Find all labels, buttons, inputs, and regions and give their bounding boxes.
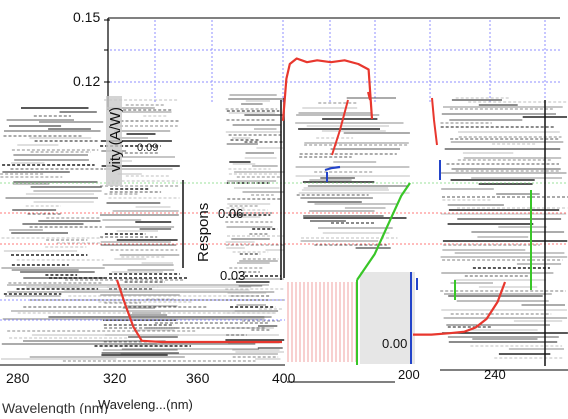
y-axis-label-fragment-left: vity (A/W) (107, 107, 124, 172)
x-axis-label-fragment-left: Wavelength (nm) (2, 400, 108, 414)
x-tick-label-360: 360 (186, 370, 210, 386)
series-line-4 (324, 165, 341, 172)
x-axis-label-fragment-mid: Waveleng...(nm) (98, 397, 193, 412)
y-axis-label-fragment-mid: Respons (195, 203, 212, 262)
series-fragment (331, 99, 349, 156)
series-line-1 (115, 279, 282, 344)
y-tick-label-0.12: 0.12 (73, 73, 100, 89)
label-backdrop (106, 96, 122, 186)
series-layer (115, 57, 532, 365)
x-tick-label-320: 320 (103, 370, 127, 386)
x-tick-label-200: 200 (398, 367, 420, 382)
series-line-0 (281, 57, 374, 121)
series-line-2 (413, 281, 507, 336)
series-line-3 (356, 182, 411, 281)
upper-grid (110, 20, 560, 104)
y-tick-label-0.06: 0.06 (218, 206, 243, 221)
upper-plot-area (104, 17, 560, 110)
series-fragment (431, 97, 438, 146)
x-tick-label-240: 240 (484, 367, 506, 382)
y-tick-label-0.03: 0.03 (220, 268, 245, 283)
x-tick-label-280: 280 (6, 370, 30, 386)
x-tick-label-400: 400 (272, 370, 296, 386)
inset-panel-background (360, 272, 415, 364)
y-tick-label-0.00: 0.00 (382, 336, 407, 351)
series-fragment (367, 91, 371, 101)
y-tick-label-0.09: 0.09 (137, 142, 158, 154)
y-tick-label-0.15: 0.15 (73, 9, 100, 25)
overlapping-panel-fragments (0, 94, 568, 383)
